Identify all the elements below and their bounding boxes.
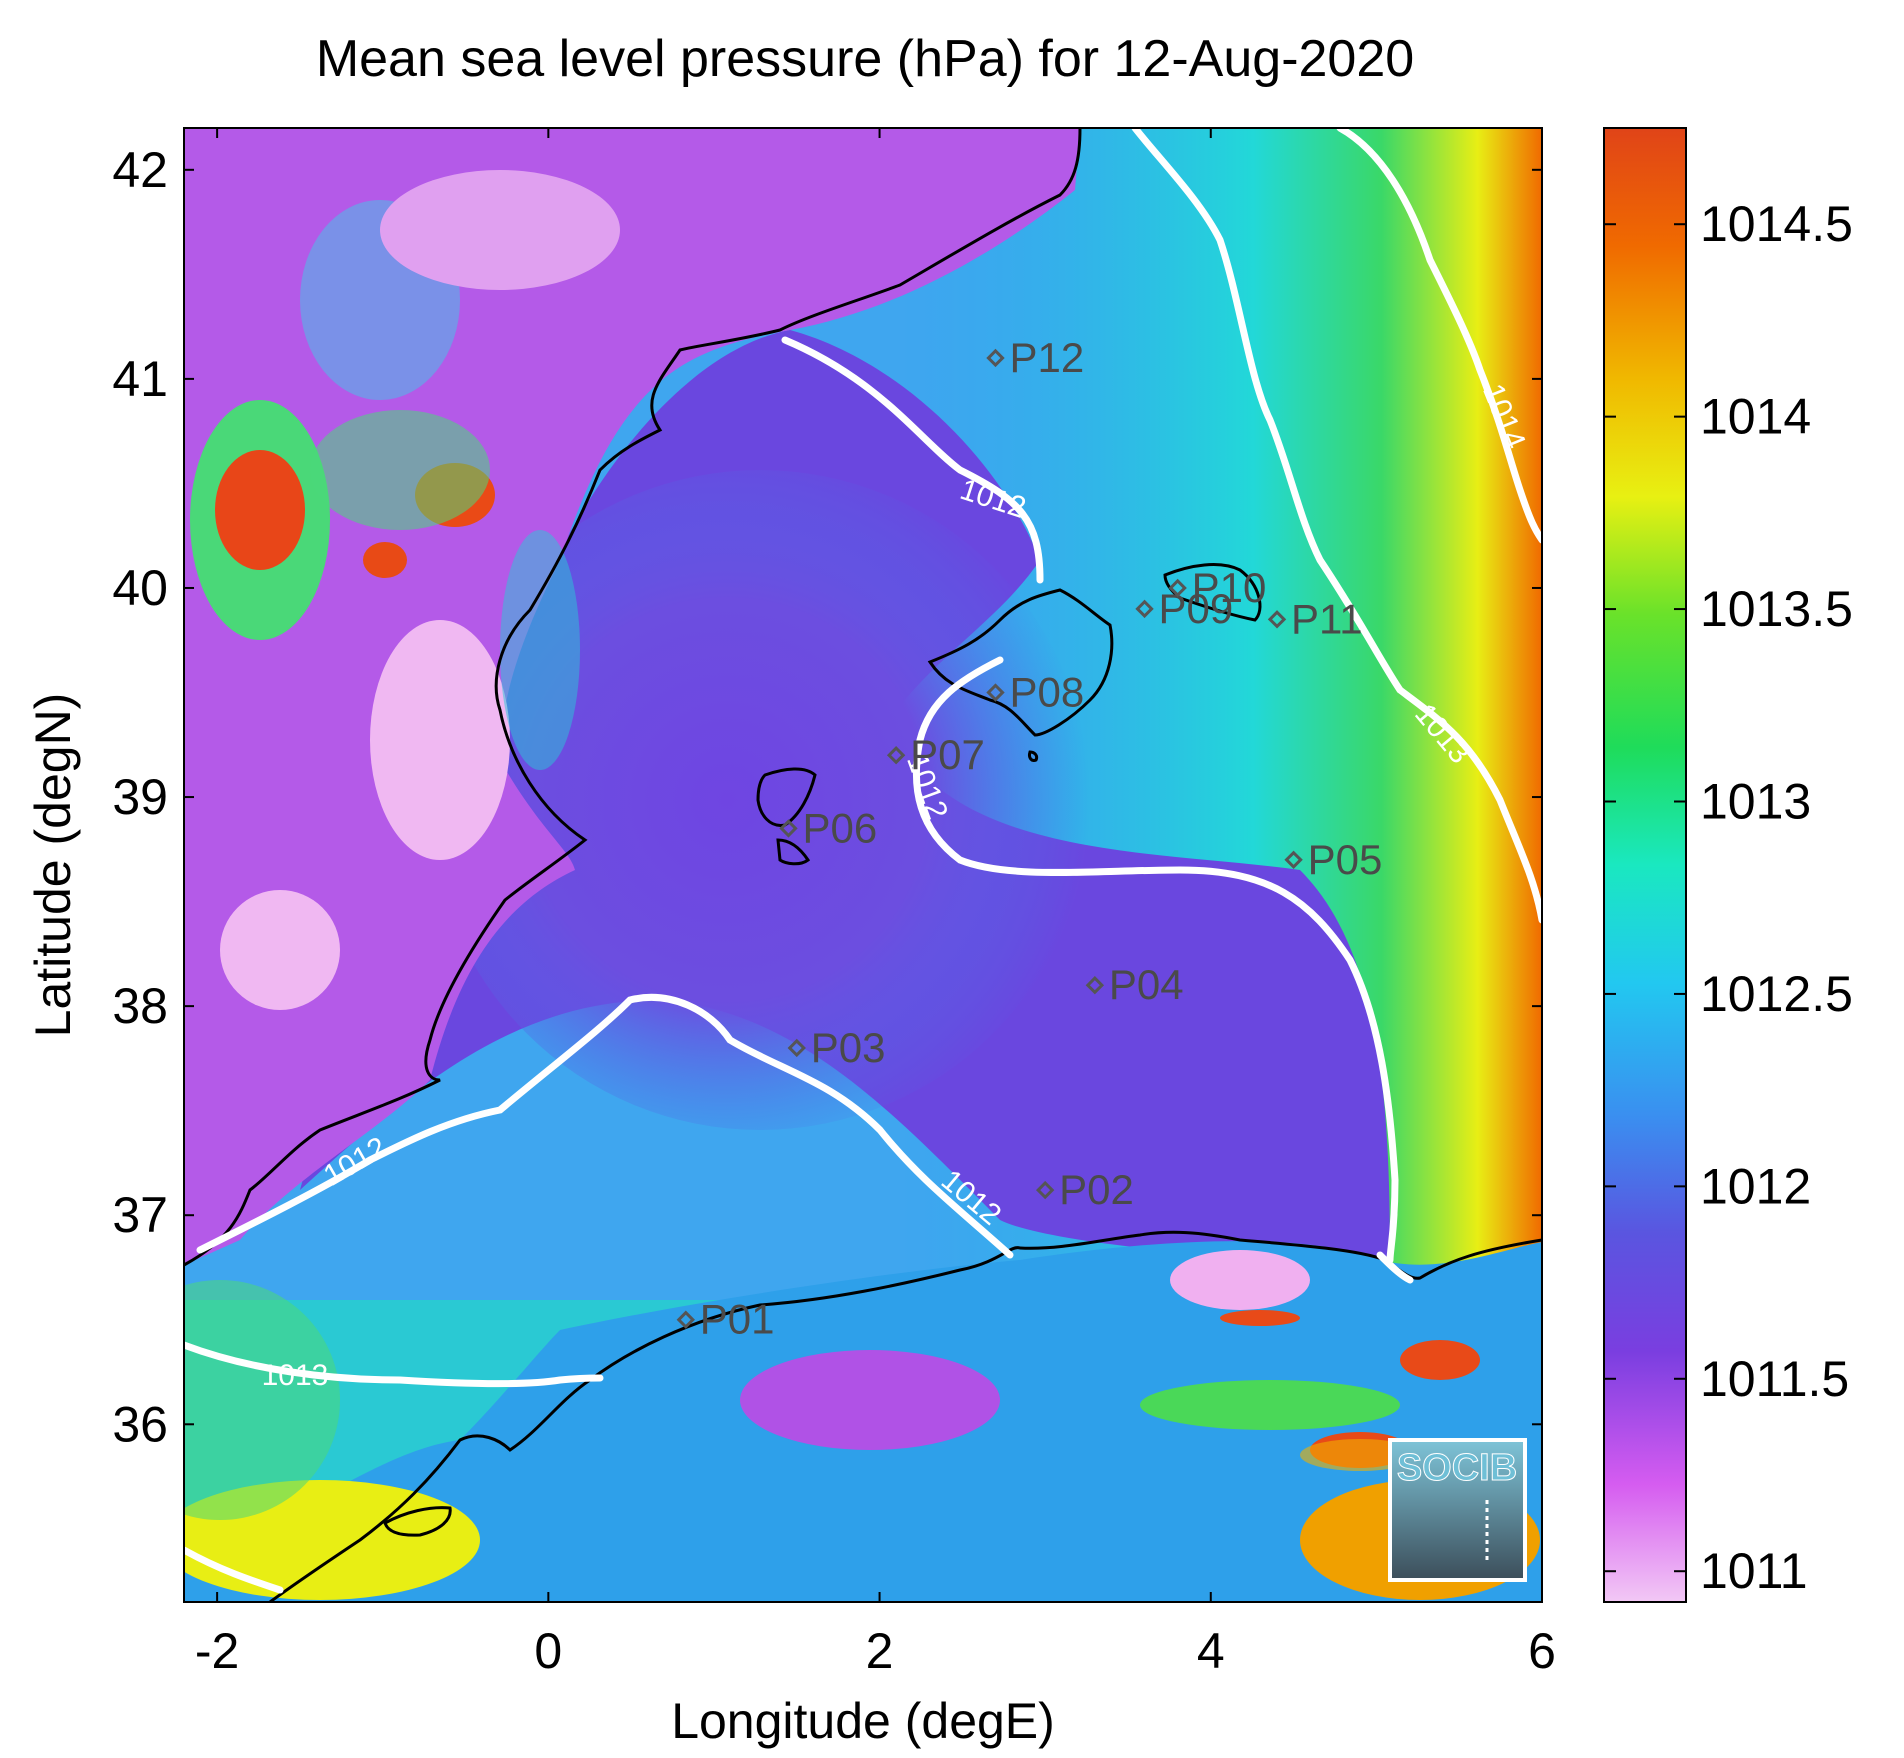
colorbar-tick-label: 1013.5 <box>1700 581 1853 637</box>
x-axis-label: Longitude (degE) <box>671 1693 1055 1749</box>
station-marker <box>787 1038 806 1058</box>
station-marker <box>986 348 1005 368</box>
colorbar-tick-label: 1012.5 <box>1700 966 1853 1022</box>
x-tick-label: -2 <box>195 1623 239 1679</box>
x-tick-label: 6 <box>1528 1623 1556 1679</box>
map-frame <box>183 127 1543 1603</box>
station-label: P07 <box>910 731 985 778</box>
station-marker <box>1168 578 1187 598</box>
isobar-1014 <box>1336 128 1542 544</box>
colorbar-tick-label: 1011 <box>1700 1543 1808 1599</box>
africa-patch-5 <box>1400 1340 1480 1380</box>
colorbar-tick-label: 1013 <box>1700 773 1811 829</box>
land-patch-8 <box>220 890 340 1010</box>
land-patch-9 <box>380 170 620 290</box>
y-tick-label: 36 <box>112 1396 168 1452</box>
africa-patch-1 <box>740 1350 1000 1450</box>
station-label: P05 <box>1308 836 1383 883</box>
isobar-1013-sw <box>184 1546 284 1594</box>
isobar-1012-north <box>781 336 1044 584</box>
isobar-label-1013-a: 1013 <box>262 1359 329 1392</box>
y-axis-label: Latitude (degN) <box>25 693 81 1038</box>
station-label: P11 <box>1291 595 1363 642</box>
colorbar: 1011 1011.5 1012 1012.5 1013 1013.5 1014 1014.5 <box>1603 127 1853 1603</box>
x-tick-label: 4 <box>1197 1623 1225 1679</box>
colorbar-ramp <box>1603 127 1687 1603</box>
colorbar-tick-label: 1014 <box>1700 389 1811 445</box>
station-label: P06 <box>802 804 877 851</box>
x-axis: -2 0 2 4 6 <box>195 128 1556 1679</box>
coastline-alboran <box>383 1506 452 1537</box>
coastline-formentera <box>776 838 811 866</box>
land-patch-10 <box>500 530 580 770</box>
map-title: Mean sea level pressure (hPa) for 12-Aug… <box>316 30 1414 88</box>
socib-logo-text: SOCIB <box>1397 1447 1517 1489</box>
station-marker <box>1035 1180 1055 1200</box>
station-marker <box>886 746 906 765</box>
pressure-low-core <box>430 470 1090 1130</box>
station-label: P01 <box>700 1296 775 1343</box>
station-marker <box>676 1310 695 1329</box>
station-marker <box>986 683 1005 702</box>
coastlines <box>184 128 1542 1602</box>
land-patch-2 <box>215 450 305 570</box>
colorbar-tick-label: 1014.5 <box>1700 196 1853 252</box>
y-tick-label: 37 <box>112 1187 168 1243</box>
africa-patch-3 <box>1140 1380 1400 1430</box>
y-tick-label: 40 <box>112 560 168 616</box>
y-tick-label: 39 <box>112 769 168 825</box>
africa-patch-2 <box>1170 1250 1310 1310</box>
colorbar-tick-label: 1011.5 <box>1700 1351 1849 1407</box>
isobar-1013-west <box>184 1341 604 1388</box>
colorbar-tick-label: 1012 <box>1700 1158 1811 1214</box>
station-label: P02 <box>1059 1166 1134 1213</box>
station-marker <box>779 819 798 838</box>
station-marker <box>1085 976 1105 995</box>
station-label: P09 <box>1159 585 1234 632</box>
isobar-1012-loop <box>912 656 1399 1264</box>
y-tick-label: 42 <box>112 142 168 198</box>
station-marker <box>1267 610 1287 629</box>
x-tick-label: 0 <box>534 1623 562 1679</box>
y-axis: 36 37 38 39 40 41 42 <box>112 142 1542 1452</box>
coastline-cabrera <box>1028 750 1039 762</box>
land-patch-7 <box>370 620 510 860</box>
station-label: P08 <box>1009 669 1084 716</box>
isobar-1013-east <box>1131 128 1542 924</box>
socib-logo-box <box>1388 1438 1527 1582</box>
africa-patch-6 <box>1220 1310 1300 1326</box>
sea-west-gradient <box>184 1280 340 1520</box>
coastline-iberia <box>184 128 1082 1267</box>
map-panel: 1012 1012 1012 1012 1013 1013 1014 P01P0… <box>184 128 1542 1602</box>
land-patch-4 <box>363 542 407 578</box>
station-label: P10 <box>1192 564 1267 611</box>
station-label: P03 <box>811 1024 886 1071</box>
station-label: P12 <box>1009 334 1084 381</box>
socib-logo: SOCIB <box>1388 1438 1527 1582</box>
x-tick-label: 2 <box>866 1623 894 1679</box>
land-patch-5 <box>310 410 490 530</box>
colorbar-ticks: 1011 1011.5 1012 1012.5 1013 1013.5 1014 1014.5 <box>1604 196 1853 1599</box>
station-label: P04 <box>1109 961 1184 1008</box>
isobar-1012-south <box>196 993 1014 1259</box>
coastline-mallorca <box>927 588 1114 737</box>
isobar-1012-africa <box>1376 1251 1414 1284</box>
isobars <box>184 128 1542 1594</box>
y-tick-label: 41 <box>112 351 168 407</box>
station-marker <box>1284 850 1303 869</box>
station-marker <box>1135 599 1154 619</box>
coastline-africa <box>269 1230 1542 1602</box>
y-tick-label: 38 <box>112 978 168 1034</box>
